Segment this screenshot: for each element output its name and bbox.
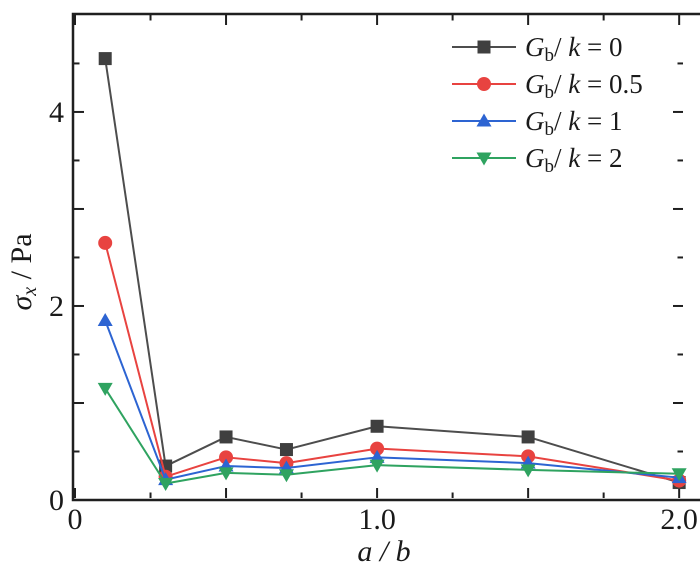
x-tick-label: 1.0 xyxy=(358,503,396,536)
y-tick-label: 0 xyxy=(49,484,64,517)
circle-marker xyxy=(219,450,234,465)
legend-label: Gb/ k = 0.5 xyxy=(525,69,643,103)
x-tick-labels: 0 1.0 2.0 xyxy=(68,503,698,536)
triangle-down-marker xyxy=(671,468,687,482)
triangle-down-marker xyxy=(520,464,536,478)
legend-label: Gb/ k = 1 xyxy=(525,106,622,140)
legend-item-gbk-0-5: Gb/ k = 0.5 xyxy=(452,69,643,103)
triangle-down-marker xyxy=(369,459,385,473)
square-marker xyxy=(219,430,233,444)
legend: Gb/ k = 0Gb/ k = 0.5Gb/ k = 1Gb/ k = 2 xyxy=(452,32,643,177)
circle-marker xyxy=(98,235,113,250)
triangle-up-marker xyxy=(369,449,385,463)
legend-label: Gb/ k = 0 xyxy=(525,32,622,66)
x-tick-label: 2.0 xyxy=(660,503,698,536)
square-marker xyxy=(279,443,293,457)
series-gbk-2 xyxy=(97,382,687,492)
triangle-up-marker xyxy=(476,113,492,127)
circle-marker xyxy=(370,441,385,456)
legend-item-gbk-2: Gb/ k = 2 xyxy=(452,143,622,177)
triangle-down-marker xyxy=(278,469,294,483)
y-tick-label: 2 xyxy=(49,290,64,323)
triangle-down-marker xyxy=(97,382,113,396)
square-marker xyxy=(521,430,535,444)
legend-item-gbk-1: Gb/ k = 1 xyxy=(452,106,622,140)
y-axis-title: σx / Pa xyxy=(5,233,41,310)
series-gbk-0 xyxy=(98,52,686,490)
y-tick-label: 4 xyxy=(49,96,64,129)
square-marker xyxy=(370,419,384,433)
y-tick-labels: 0 2 4 xyxy=(49,96,64,517)
x-axis-title: a / b xyxy=(357,535,410,568)
axis-ticks xyxy=(74,15,683,501)
legend-label: Gb/ k = 2 xyxy=(525,143,622,177)
circle-marker xyxy=(477,77,491,91)
legend-item-gbk-0: Gb/ k = 0 xyxy=(452,32,622,66)
square-marker xyxy=(98,52,112,66)
square-marker xyxy=(477,40,491,54)
triangle-up-marker xyxy=(97,313,113,327)
triangle-down-marker xyxy=(158,478,174,492)
triangle-down-marker xyxy=(476,152,492,166)
triangle-down-marker xyxy=(218,467,234,481)
x-tick-label: 0 xyxy=(68,503,83,536)
